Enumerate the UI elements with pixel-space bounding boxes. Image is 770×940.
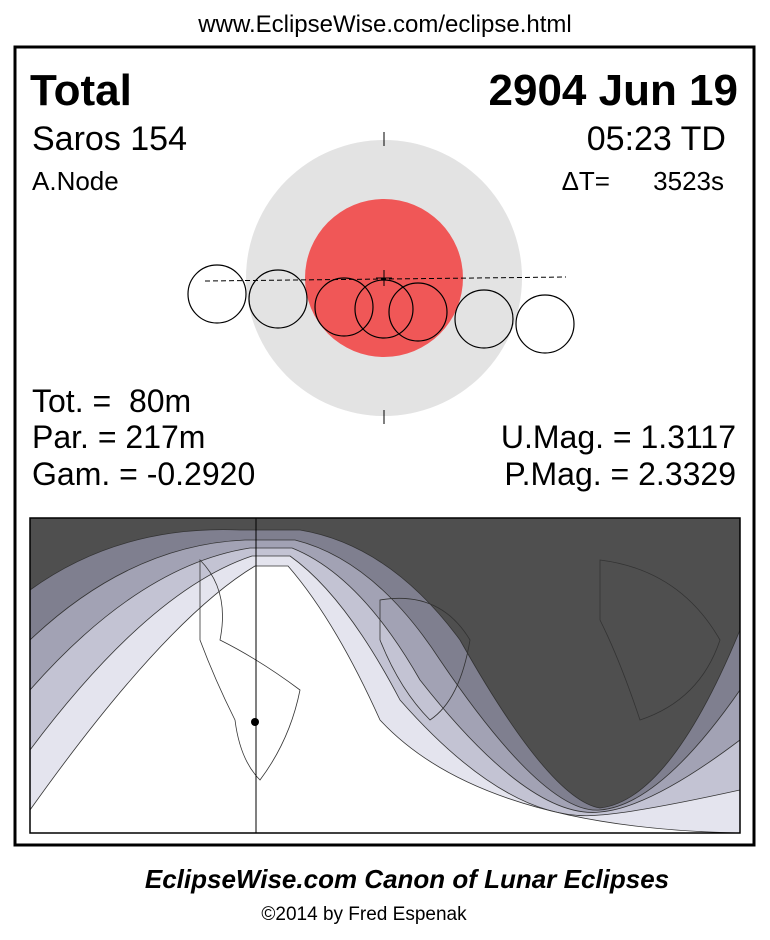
node: A.Node [32, 166, 119, 196]
umag: U.Mag. = 1.3117 [501, 419, 736, 455]
eclipse-date: 2904 Jun 19 [489, 66, 739, 115]
visibility-map [29, 517, 741, 834]
url: www.EclipseWise.com/eclipse.html [197, 11, 571, 38]
eclipse-type: Total [30, 66, 132, 115]
par: Par. = 217m [32, 419, 205, 455]
delta-t: 3523s [653, 166, 724, 196]
eclipse-geometry [187, 132, 575, 424]
tot: Tot. = 80m [32, 383, 191, 419]
time: 05:23 TD [587, 120, 726, 158]
saros: Saros 154 [32, 120, 187, 158]
pmag: P.Mag. = 2.3329 [504, 456, 736, 492]
footer-title: EclipseWise.com Canon of Lunar Eclipses [145, 864, 669, 894]
delta-t-label: ΔT= [562, 166, 610, 196]
gam: Gam. = -0.2920 [32, 456, 255, 492]
copyright: ©2014 by Fred Espenak [261, 904, 467, 925]
